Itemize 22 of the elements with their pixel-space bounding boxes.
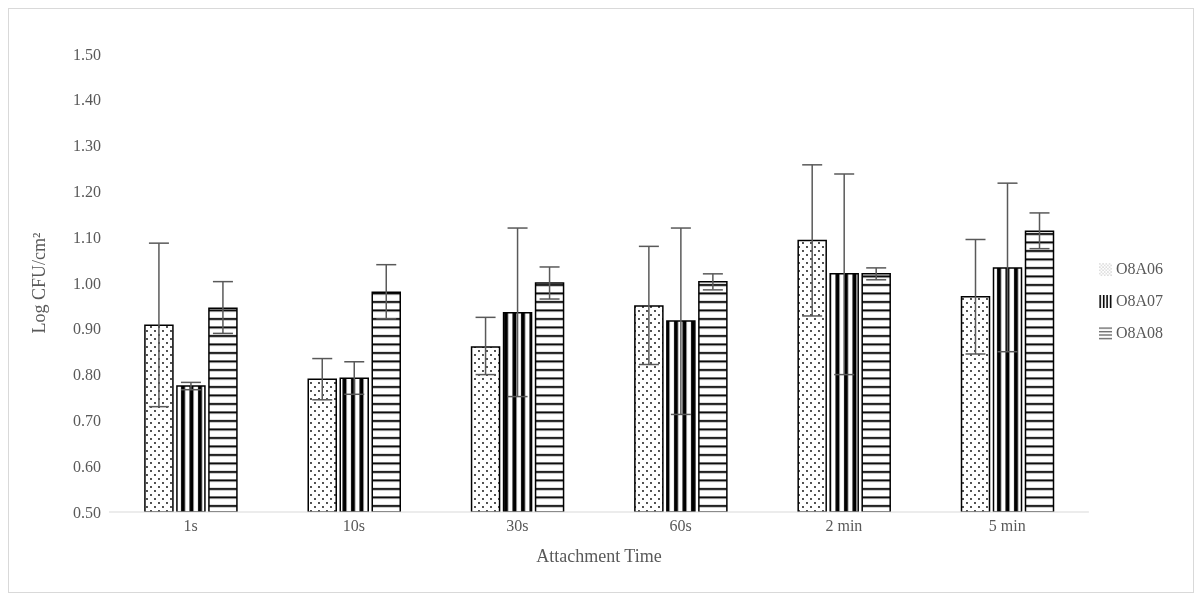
legend-label: O8A08	[1115, 323, 1163, 341]
legend-label: O8A06	[1115, 259, 1163, 277]
x-tick-label: 1s	[183, 517, 198, 535]
y-tick-label: 1.00	[73, 274, 101, 292]
x-tick-label: 60s	[669, 517, 692, 535]
legend-label: O8A07	[1115, 291, 1163, 309]
y-tick-label: 1.10	[73, 228, 101, 246]
y-tick-label: 1.20	[73, 183, 101, 201]
x-axis-title: Attachment Time	[536, 546, 662, 566]
y-tick-label: 1.40	[73, 91, 101, 109]
y-tick-label: 1.50	[73, 45, 101, 63]
y-tick-label: 0.90	[73, 320, 101, 338]
x-tick-label: 2 min	[825, 517, 863, 535]
x-tick-label: 30s	[506, 517, 529, 535]
y-tick-label: 0.60	[73, 457, 101, 475]
x-tick-label: 5 min	[988, 517, 1026, 535]
y-axis-title: Log CFU/cm²	[29, 232, 50, 334]
y-tick-label: 0.80	[73, 366, 101, 384]
y-tick-label: 0.70	[73, 412, 101, 430]
y-tick-label: 0.50	[73, 503, 101, 521]
y-tick-label: 1.30	[73, 137, 101, 155]
x-tick-label: 10s	[342, 517, 366, 535]
